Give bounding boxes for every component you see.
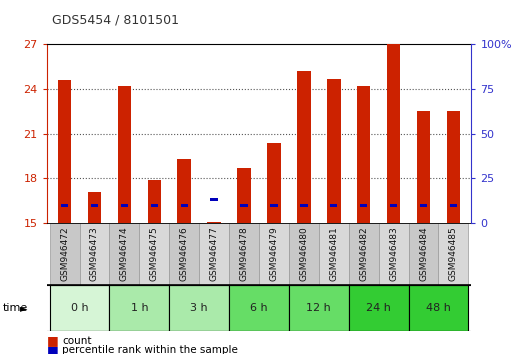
Bar — [349, 223, 379, 285]
Text: count: count — [62, 336, 92, 346]
Bar — [319, 223, 349, 285]
Text: GSM946485: GSM946485 — [449, 227, 458, 281]
Bar — [58, 80, 71, 223]
Bar — [447, 111, 460, 223]
Bar — [349, 285, 409, 331]
Bar — [357, 86, 370, 223]
Text: time: time — [3, 303, 28, 313]
Bar — [169, 223, 199, 285]
Bar — [91, 204, 98, 207]
Bar — [180, 204, 188, 207]
Bar — [80, 223, 109, 285]
Text: percentile rank within the sample: percentile rank within the sample — [62, 346, 238, 354]
Bar — [50, 223, 80, 285]
Bar — [178, 159, 191, 223]
Text: GSM946479: GSM946479 — [269, 227, 279, 281]
Bar — [438, 223, 468, 285]
Text: GSM946474: GSM946474 — [120, 227, 129, 281]
Bar — [270, 204, 278, 207]
Bar — [330, 204, 338, 207]
Text: GDS5454 / 8101501: GDS5454 / 8101501 — [52, 13, 179, 27]
Bar — [50, 285, 109, 331]
Text: 48 h: 48 h — [426, 303, 451, 313]
Text: GSM946478: GSM946478 — [239, 227, 249, 281]
Bar — [61, 204, 68, 207]
Text: 12 h: 12 h — [307, 303, 331, 313]
Bar — [289, 285, 349, 331]
Text: 3 h: 3 h — [190, 303, 208, 313]
Text: ■: ■ — [47, 344, 59, 354]
Bar — [88, 192, 101, 223]
Bar — [379, 223, 409, 285]
Text: GSM946477: GSM946477 — [210, 227, 219, 281]
Text: 6 h: 6 h — [250, 303, 268, 313]
Bar — [210, 198, 218, 201]
Bar — [109, 285, 169, 331]
Text: GSM946472: GSM946472 — [60, 227, 69, 281]
Bar — [139, 223, 169, 285]
Bar — [118, 86, 131, 223]
Bar — [151, 204, 158, 207]
Bar — [109, 223, 139, 285]
Bar — [297, 71, 311, 223]
Text: ■: ■ — [47, 334, 59, 347]
Text: 24 h: 24 h — [366, 303, 391, 313]
Text: GSM946476: GSM946476 — [180, 227, 189, 281]
Bar — [420, 204, 427, 207]
Bar — [327, 79, 340, 223]
Text: GSM946484: GSM946484 — [419, 227, 428, 281]
Bar — [390, 204, 397, 207]
Text: GSM946481: GSM946481 — [329, 227, 338, 281]
Bar — [237, 168, 251, 223]
Text: GSM946483: GSM946483 — [389, 227, 398, 281]
Bar — [409, 223, 438, 285]
Bar — [207, 222, 221, 223]
Bar — [148, 180, 161, 223]
Bar — [409, 285, 468, 331]
Text: GSM946475: GSM946475 — [150, 227, 159, 281]
Text: GSM946473: GSM946473 — [90, 227, 99, 281]
Bar — [229, 285, 289, 331]
Text: 0 h: 0 h — [71, 303, 89, 313]
Text: ►: ► — [20, 303, 27, 313]
Bar — [121, 204, 128, 207]
Text: GSM946480: GSM946480 — [299, 227, 308, 281]
Bar — [267, 143, 281, 223]
Bar — [289, 223, 319, 285]
Bar — [240, 204, 248, 207]
Bar — [229, 223, 259, 285]
Bar — [387, 44, 400, 223]
Bar — [450, 204, 457, 207]
Text: 1 h: 1 h — [131, 303, 148, 313]
Bar — [169, 285, 229, 331]
Bar — [360, 204, 367, 207]
Text: GSM946482: GSM946482 — [359, 227, 368, 281]
Bar — [300, 204, 308, 207]
Bar — [259, 223, 289, 285]
Bar — [199, 223, 229, 285]
Bar — [417, 111, 430, 223]
